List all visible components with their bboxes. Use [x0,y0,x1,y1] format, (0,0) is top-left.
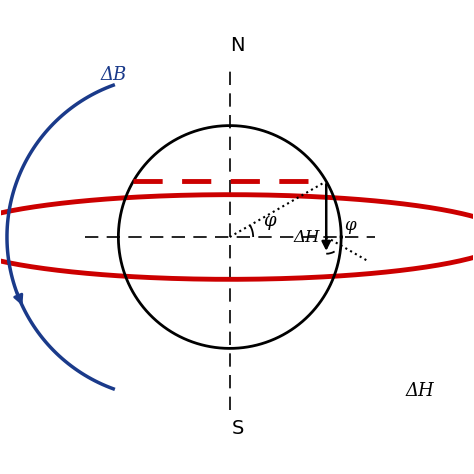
Text: φ: φ [344,218,356,234]
Text: ΔH: ΔH [406,382,435,400]
Text: φ: φ [263,212,276,230]
Text: ΔB: ΔB [100,66,127,84]
Text: ΔH: ΔH [293,229,319,246]
Text: N: N [230,36,245,55]
Text: S: S [231,419,244,438]
